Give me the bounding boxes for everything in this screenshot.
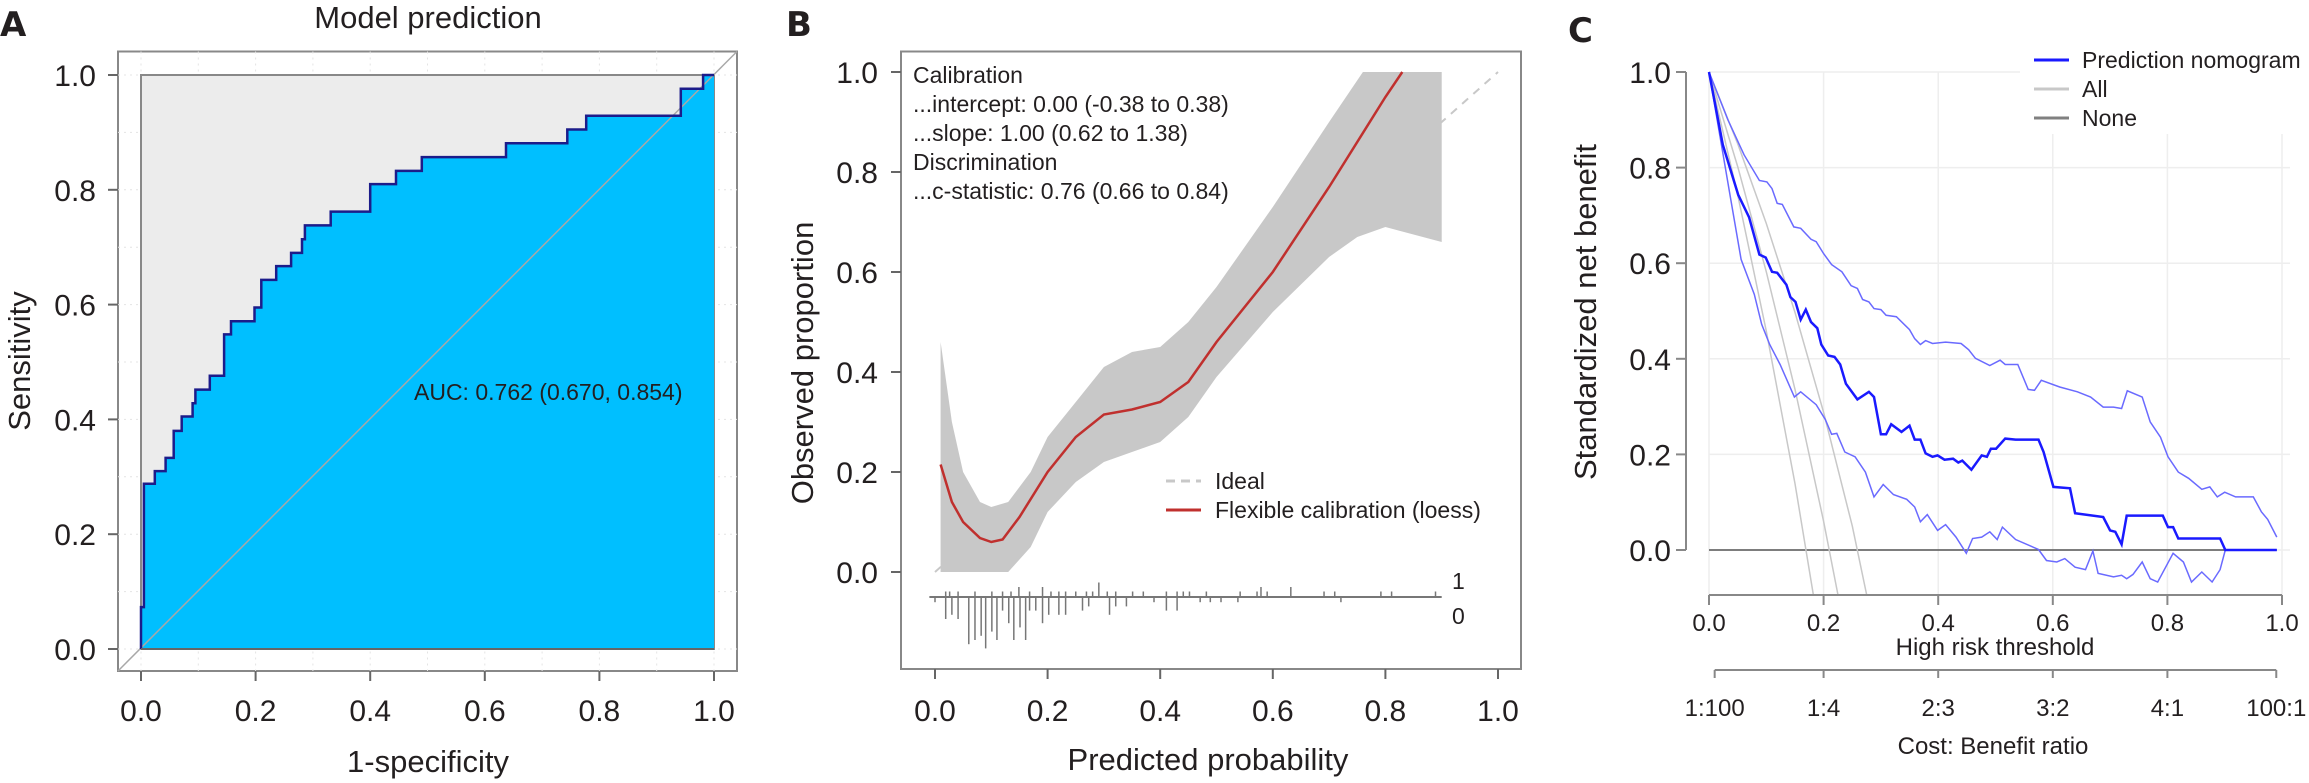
x-tick-label: 1.0 — [1477, 695, 1519, 728]
y-tick-label: 1.0 — [1629, 57, 1671, 90]
panel-c-decision-curve: 0.0 0.2 0.4 0.6 0.8 1.0 0.0 0.2 0.4 0.6 0.8 1.0 High… — [1568, 42, 2309, 760]
y-tick-label: 0.8 — [54, 175, 96, 208]
y-tick-label: 0.8 — [836, 157, 878, 190]
x-tick-label: 0.6 — [2036, 610, 2069, 637]
rug-label-events: 1 — [1452, 568, 1465, 594]
x2-tick-label: 1:4 — [1807, 695, 1840, 722]
y-axis-title: Sensitivity — [2, 291, 37, 431]
x-tick-label: 0.4 — [349, 695, 391, 728]
y-tick-label: 1.0 — [54, 60, 96, 93]
x-tick-label: 0.4 — [1922, 610, 1955, 637]
x2-tick-label: 2:3 — [1922, 695, 1955, 722]
x2-axis-title: Cost: Benefit ratio — [1898, 733, 2089, 760]
legend-label: All — [2082, 76, 2108, 102]
x-tick-label: 0.0 — [914, 695, 956, 728]
panel-label-a: A — [0, 5, 27, 45]
loess-curve — [939, 71, 1404, 544]
x-axis-title: High risk threshold — [1896, 634, 2095, 661]
roc-curve — [139, 73, 714, 649]
confidence-band — [940, 72, 1442, 572]
reference-diagonal — [117, 50, 738, 672]
x-tick-label: 0.2 — [1807, 610, 1840, 637]
y-tick-label: 0.2 — [836, 457, 878, 490]
legend-label-ideal: Ideal — [1215, 468, 1265, 494]
y-tick-label: 0.0 — [836, 557, 878, 590]
y-tick-label: 0.8 — [1629, 153, 1671, 186]
x-tick-label: 1.0 — [693, 695, 735, 728]
y-tick-label: 0.6 — [1629, 248, 1671, 281]
x2-tick-label: 3:2 — [2036, 695, 2069, 722]
y-tick-label: 1.0 — [836, 57, 878, 90]
y-tick-label: 0.4 — [54, 404, 96, 437]
panel-a-roc: 0.0 0.2 0.4 0.6 0.8 1.0 0.0 0.2 0.4 0.6 0.8 1.0 Mode… — [2, 0, 738, 779]
panel-b-calibration: 0.0 0.2 0.4 0.6 0.8 1.0 0.0 0.2 0.4 0.6 0.8 1.0 Pred… — [785, 50, 1522, 777]
series-all-upper — [1708, 71, 1868, 595]
y-tick-label: 0.6 — [836, 257, 878, 290]
x-tick-label: 0.8 — [2151, 610, 2184, 637]
x-tick-label: 0.6 — [464, 695, 506, 728]
x-tick-label: 0.2 — [1027, 695, 1069, 728]
y-tick-label: 0.2 — [54, 519, 96, 552]
y-tick-label: 0.0 — [1629, 535, 1671, 568]
x-tick-label: 0.4 — [1139, 695, 1181, 728]
series-all-lower — [1708, 71, 1815, 595]
x-tick-label: 0.8 — [579, 695, 621, 728]
x-tick-label: 1.0 — [2265, 610, 2298, 637]
x2-tick-label: 1:100 — [1685, 695, 1745, 722]
y-tick-label: 0.0 — [54, 634, 96, 667]
x-tick-label: 0.8 — [1365, 695, 1407, 728]
y-tick-label: 0.4 — [1629, 344, 1671, 377]
y-tick-label: 0.6 — [54, 290, 96, 323]
x-tick-label: 0.0 — [120, 695, 162, 728]
x-axis-title: Predicted probability — [1068, 742, 1349, 777]
y-axis-title: Standardized net benefit — [1568, 144, 1603, 480]
x2-tick-label: 4:1 — [2151, 695, 2184, 722]
calibration-annotation-line: ...slope: 1.00 (0.62 to 1.38) — [913, 120, 1188, 146]
rug-label-nonevents: 0 — [1452, 603, 1465, 629]
legend-label: Prediction nomogram — [2082, 47, 2301, 73]
x2-tick-label: 100:1 — [2246, 695, 2306, 722]
legend-label-loess: Flexible calibration (loess) — [1215, 497, 1481, 523]
calibration-annotation-line: Calibration — [913, 62, 1023, 88]
calibration-annotation-line: Discrimination — [913, 149, 1057, 175]
calibration-annotation-line: ...c-statistic: 0.76 (0.66 to 0.84) — [913, 178, 1229, 204]
y-tick-label: 0.2 — [1629, 439, 1671, 472]
calibration-annotation-line: ...intercept: 0.00 (-0.38 to 0.38) — [913, 91, 1229, 117]
series-prediction-nomogram-lower — [1708, 71, 2277, 584]
y-tick-label: 0.4 — [836, 357, 878, 390]
auc-annotation: AUC: 0.762 (0.670, 0.854) — [414, 379, 683, 405]
ideal-line — [934, 71, 1499, 573]
panel-label-b: B — [786, 5, 812, 45]
panel-label-c: C — [1568, 11, 1593, 51]
chart-title: Model prediction — [314, 0, 541, 35]
x-tick-label: 0.0 — [1692, 610, 1725, 637]
x-tick-label: 0.6 — [1252, 695, 1294, 728]
legend-label: None — [2082, 105, 2137, 131]
x-tick-label: 0.2 — [235, 695, 277, 728]
y-axis-title: Observed proportion — [785, 222, 820, 505]
series-all — [1708, 71, 1839, 595]
series-prediction-nomogram — [1707, 71, 2277, 552]
series-prediction-nomogram-upper — [1708, 71, 2278, 538]
x-axis-title: 1-specificity — [347, 744, 509, 779]
